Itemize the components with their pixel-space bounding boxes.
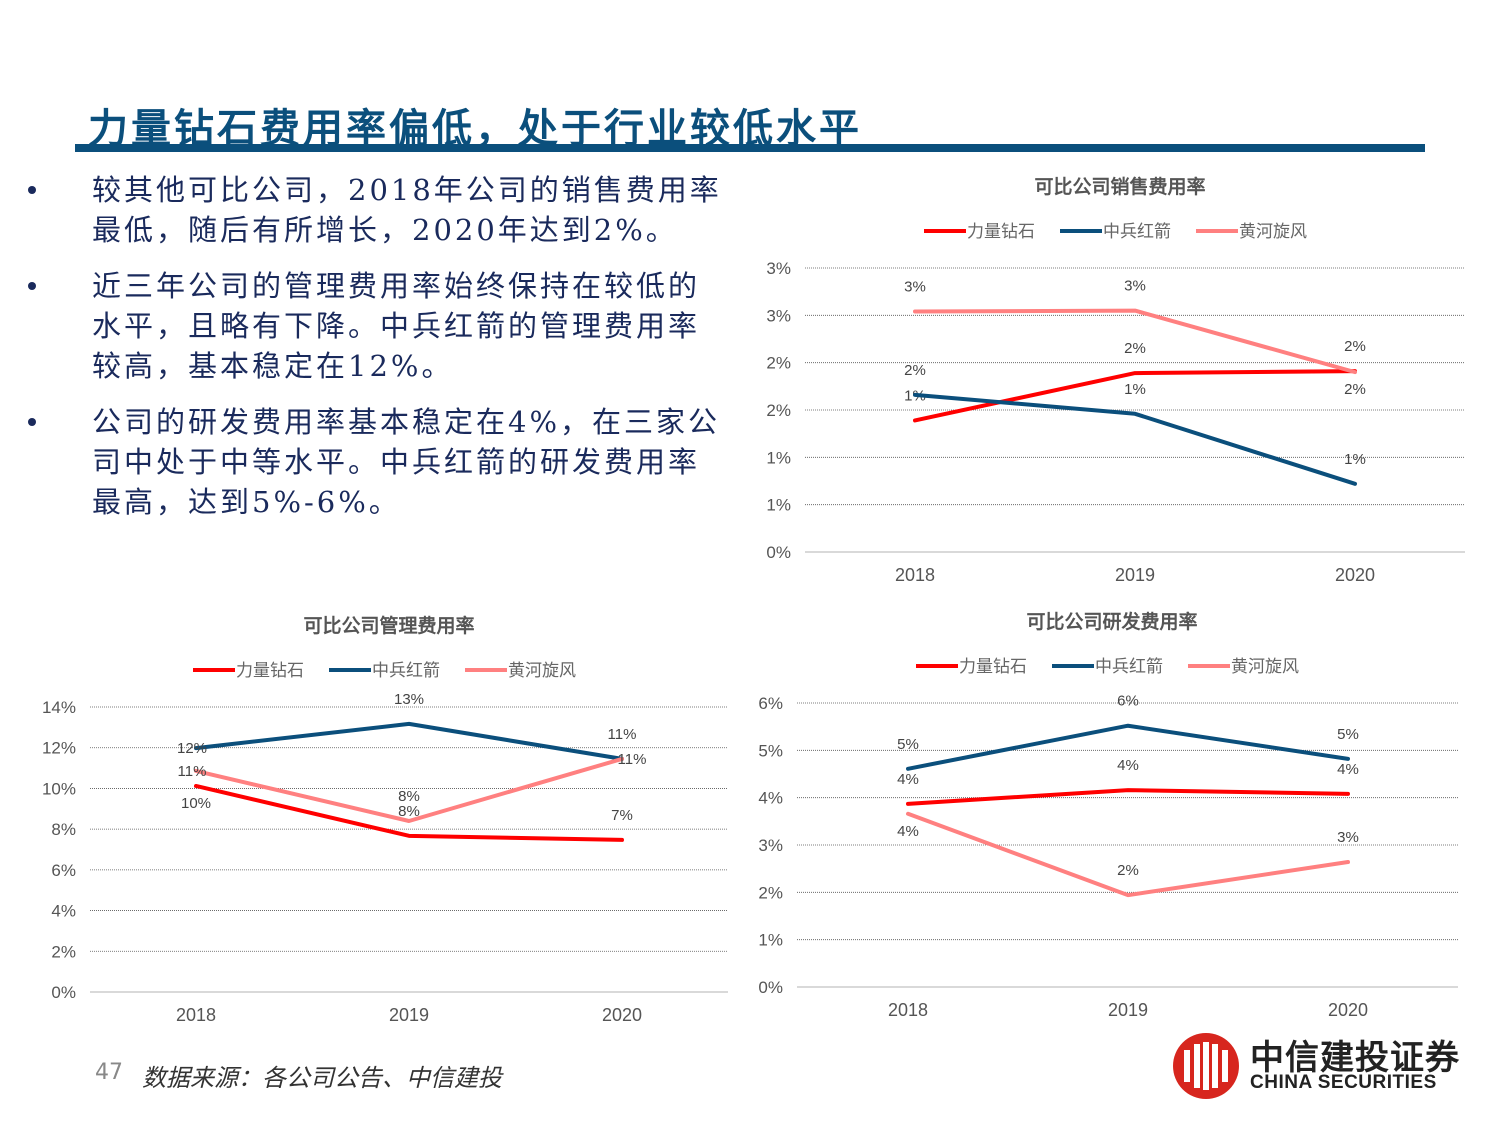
series-line	[913, 392, 1357, 486]
y-tick-label: 3%	[766, 306, 791, 325]
bullet-dot-icon	[28, 418, 36, 426]
y-tick-label: 1%	[766, 448, 791, 467]
y-tick-label: 2%	[51, 942, 76, 961]
page-number: 47	[95, 1060, 123, 1085]
y-tick-label: 0%	[51, 983, 76, 1002]
data-label: 11%	[618, 751, 647, 768]
y-tick-label: 6%	[51, 861, 76, 880]
chart-title: 可比公司研发费用率	[1026, 610, 1197, 633]
series-line	[194, 783, 624, 842]
data-label: 8%	[398, 788, 420, 805]
data-label: 4%	[1117, 757, 1139, 774]
bullet-list: 较其他可比公司，2018年公司的销售费用率最低，随后有所增长，2020年达到2%…	[20, 170, 730, 538]
logo-text-cn: 中信建投证券	[1250, 1038, 1460, 1078]
title-underline	[75, 144, 1425, 152]
chart-title: 可比公司销售费用率	[1034, 175, 1205, 198]
series-line	[906, 723, 1350, 771]
data-label: 2%	[1344, 338, 1366, 355]
y-tick-label: 12%	[42, 739, 76, 758]
legend-label: 黄河旋风	[1239, 222, 1307, 242]
data-label: 2%	[904, 362, 926, 379]
y-tick-label: 3%	[758, 836, 783, 855]
chart-title: 可比公司管理费用率	[303, 614, 474, 637]
china-securities-logo: 中信建投证券 CHINA SECURITIES	[1170, 1030, 1470, 1100]
data-source: 数据来源：各公司公告、中信建投	[142, 1064, 502, 1092]
data-label: 4%	[897, 771, 919, 788]
legend-label: 黄河旋风	[508, 661, 576, 681]
legend-label: 中兵红箭	[1103, 222, 1171, 242]
data-label: 5%	[1337, 726, 1359, 743]
data-label: 3%	[1124, 278, 1146, 295]
y-tick-label: 2%	[766, 354, 791, 373]
data-label: 2%	[1124, 340, 1146, 357]
bullet-item: 较其他可比公司，2018年公司的销售费用率最低，随后有所增长，2020年达到2%…	[20, 170, 730, 250]
x-tick-label: 2018	[176, 1005, 216, 1025]
series-line	[194, 756, 624, 823]
x-tick-label: 2020	[602, 1005, 642, 1025]
y-tick-label: 3%	[766, 259, 791, 278]
data-label: 1%	[1344, 451, 1366, 468]
legend-label: 力量钻石	[959, 657, 1027, 677]
citic-emblem-icon	[1173, 1033, 1239, 1099]
data-label: 1%	[1124, 381, 1146, 398]
data-label: 12%	[177, 740, 207, 757]
bullet-text: 公司的研发费用率基本稳定在4%，在三家公司中处于中等水平。中兵红箭的研发费用率最…	[92, 405, 721, 519]
x-tick-label: 2020	[1328, 1000, 1368, 1020]
series-line	[906, 811, 1350, 898]
series-line	[913, 308, 1357, 375]
x-tick-label: 2020	[1335, 565, 1375, 585]
bullet-text: 较其他可比公司，2018年公司的销售费用率最低，随后有所增长，2020年达到2%…	[92, 173, 722, 247]
y-tick-label: 8%	[51, 820, 76, 839]
data-label: 7%	[611, 807, 633, 824]
bullet-text: 近三年公司的管理费用率始终保持在较低的水平，且略有下降。中兵红箭的管理费用率较高…	[92, 269, 701, 383]
y-tick-label: 4%	[51, 902, 76, 921]
series-line	[906, 788, 1350, 806]
y-tick-label: 10%	[42, 779, 76, 798]
logo-text-en: CHINA SECURITIES	[1250, 1072, 1437, 1093]
data-label: 5%	[897, 736, 919, 753]
y-tick-label: 4%	[758, 789, 783, 808]
y-tick-label: 2%	[758, 883, 783, 902]
data-label: 2%	[1344, 381, 1366, 398]
data-label: 4%	[897, 823, 919, 840]
x-tick-label: 2018	[888, 1000, 928, 1020]
data-label: 10%	[181, 795, 211, 812]
data-label: 13%	[394, 691, 424, 708]
data-label: 3%	[904, 279, 926, 296]
legend-label: 中兵红箭	[1095, 657, 1163, 677]
x-tick-label: 2019	[389, 1005, 429, 1025]
legend-label: 力量钻石	[967, 222, 1035, 242]
y-tick-label: 0%	[758, 978, 783, 997]
data-label: 11%	[178, 763, 207, 780]
y-tick-label: 14%	[42, 698, 76, 717]
bullet-dot-icon	[28, 282, 36, 290]
x-tick-label: 2019	[1108, 1000, 1148, 1020]
y-tick-label: 5%	[758, 741, 783, 760]
y-tick-label: 1%	[758, 931, 783, 950]
y-tick-label: 0%	[766, 543, 791, 562]
legend-label: 力量钻石	[236, 661, 304, 681]
data-label: 8%	[398, 803, 420, 820]
bullet-dot-icon	[28, 186, 36, 194]
data-label: 6%	[1117, 693, 1139, 710]
legend-label: 中兵红箭	[372, 661, 440, 681]
data-label: 3%	[1337, 829, 1359, 846]
y-tick-label: 2%	[766, 401, 791, 420]
x-tick-label: 2019	[1115, 565, 1155, 585]
x-tick-label: 2018	[895, 565, 935, 585]
legend-label: 黄河旋风	[1231, 657, 1299, 677]
bullet-item: 近三年公司的管理费用率始终保持在较低的水平，且略有下降。中兵红箭的管理费用率较高…	[20, 266, 730, 386]
data-label: 11%	[608, 726, 637, 743]
data-label: 4%	[1337, 761, 1359, 778]
series-line	[194, 721, 624, 761]
y-tick-label: 1%	[766, 496, 791, 515]
y-tick-label: 6%	[758, 694, 783, 713]
bullet-item: 公司的研发费用率基本稳定在4%，在三家公司中处于中等水平。中兵红箭的研发费用率最…	[20, 402, 730, 522]
series-line	[913, 369, 1357, 423]
data-label: 2%	[1117, 862, 1139, 879]
